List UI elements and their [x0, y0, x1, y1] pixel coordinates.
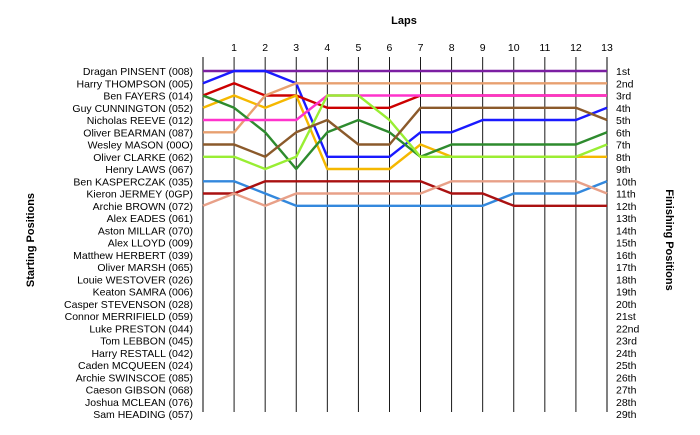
- finishing-position-labels: 1st2nd3rd4th5th6th7th8th9th10th11th12th1…: [616, 66, 640, 421]
- start-driver-label: Ben FAYERS (014): [103, 91, 193, 103]
- position-line: [203, 82, 607, 134]
- start-driver-label: Connor MERRIFIELD (059): [65, 311, 193, 323]
- start-driver-label: Harry THOMPSON (005): [77, 78, 194, 90]
- start-driver-label: Joshua MCLEAN (076): [85, 397, 193, 409]
- finish-position-label: 3rd: [616, 91, 631, 103]
- finish-position-label: 15th: [616, 238, 637, 250]
- lap-tick-label: 11: [539, 42, 550, 54]
- start-driver-label: Guy CUNNINGTON (052): [72, 103, 193, 115]
- lap-tick-label: 9: [480, 42, 486, 54]
- lap-tick-label: 5: [355, 42, 361, 54]
- position-line: [202, 94, 608, 171]
- start-driver-label: Keaton SAMRA (006): [93, 287, 193, 299]
- finish-position-label: 26th: [616, 372, 637, 384]
- finish-position-label: 6th: [616, 127, 631, 139]
- start-driver-label: Alex LLOYD (009): [108, 238, 193, 250]
- lap-tick-label: 13: [601, 42, 613, 54]
- start-driver-label: Aston MILLAR (070): [98, 225, 193, 237]
- finish-position-label: 18th: [616, 274, 637, 286]
- lap-tick-label: 10: [508, 42, 520, 54]
- finish-position-label: 2nd: [616, 78, 634, 90]
- start-driver-label: Sam HEADING (057): [93, 409, 193, 421]
- finish-position-label: 1st: [616, 66, 630, 78]
- finish-position-label: 24th: [616, 348, 637, 360]
- finish-position-label: 29th: [616, 409, 637, 421]
- start-driver-label: Archie BROWN (072): [93, 201, 193, 213]
- start-driver-label: Ben KASPERCZAK (035): [73, 176, 193, 188]
- start-driver-label: Wesley MASON (00O): [88, 140, 193, 152]
- position-line: [203, 94, 607, 122]
- start-driver-label: Luke PRESTON (044): [89, 323, 193, 335]
- right-axis-title: Finishing Positions: [663, 189, 675, 290]
- start-driver-label: Harry RESTALL (042): [91, 348, 193, 360]
- finish-position-label: 20th: [616, 299, 637, 311]
- finish-position-label: 14th: [616, 225, 637, 237]
- start-driver-label: Oliver BEARMAN (087): [83, 127, 193, 139]
- lap-tick-label: 2: [262, 42, 268, 54]
- finish-position-label: 23rd: [616, 336, 637, 348]
- start-driver-label: Oliver MARSH (065): [97, 262, 193, 274]
- start-driver-label: Caeson GIBSON (068): [86, 385, 193, 397]
- finish-position-label: 13th: [616, 213, 637, 225]
- finish-position-label: 21st: [616, 311, 636, 323]
- finish-position-label: 7th: [616, 140, 631, 152]
- start-driver-label: Nicholas REEVE (012): [87, 115, 193, 127]
- start-driver-label: Tom LEBBON (045): [100, 336, 193, 348]
- position-line: [203, 94, 608, 171]
- finish-position-label: 5th: [616, 115, 631, 127]
- start-driver-label: Oliver CLARKE (062): [93, 152, 193, 164]
- finish-position-label: 4th: [616, 103, 631, 115]
- lap-tick-label: 7: [418, 42, 424, 54]
- start-driver-label: Dragan PINSENT (008): [83, 66, 193, 78]
- finish-position-label: 27th: [616, 385, 637, 397]
- finish-position-label: 19th: [616, 287, 637, 299]
- start-driver-label: Kieron JERMEY (0GP): [86, 189, 193, 201]
- left-axis-title: Starting Positions: [25, 193, 37, 287]
- lap-tick-label: 6: [387, 42, 393, 54]
- start-driver-label: Caden MCQUEEN (024): [78, 360, 193, 372]
- start-driver-label: Casper STEVENSON (028): [64, 299, 193, 311]
- finish-position-label: 22nd: [616, 323, 640, 335]
- starting-position-labels: Dragan PINSENT (008)Harry THOMPSON (005)…: [64, 66, 193, 421]
- start-driver-label: Henry LAWS (067): [105, 164, 193, 176]
- position-line: [203, 106, 608, 159]
- finish-position-label: 12th: [616, 201, 637, 213]
- finish-position-label: 17th: [616, 262, 637, 274]
- lap-tick-label: 8: [449, 42, 455, 54]
- start-driver-label: Archie SWINSCOE (085): [76, 372, 193, 384]
- lap-tick-label: 1: [231, 42, 237, 54]
- start-driver-label: Louie WESTOVER (026): [77, 274, 193, 286]
- start-driver-label: Matthew HERBERT (039): [73, 250, 193, 262]
- finish-position-label: 9th: [616, 164, 631, 176]
- start-driver-label: Alex EADES (061): [107, 213, 193, 225]
- position-line: [202, 180, 608, 208]
- finish-position-label: 10th: [616, 176, 637, 188]
- lap-tick-label: 12: [570, 42, 582, 54]
- position-line: [203, 180, 608, 208]
- finish-position-label: 16th: [616, 250, 637, 262]
- position-lines: [202, 69, 608, 208]
- x-axis-title: Laps: [391, 15, 417, 27]
- finish-position-label: 11th: [616, 189, 636, 201]
- lap-tick-label: 3: [293, 42, 299, 54]
- finish-position-label: 8th: [616, 152, 631, 164]
- finish-position-label: 25th: [616, 360, 637, 372]
- lap-gridlines: [202, 57, 608, 412]
- finish-position-label: 28th: [616, 397, 637, 409]
- lap-tick-labels: 1 2 3 4 5 6 7 8 9 10 11 12 13: [231, 42, 613, 54]
- position-line: [203, 180, 607, 208]
- lap-tick-label: 4: [324, 42, 330, 54]
